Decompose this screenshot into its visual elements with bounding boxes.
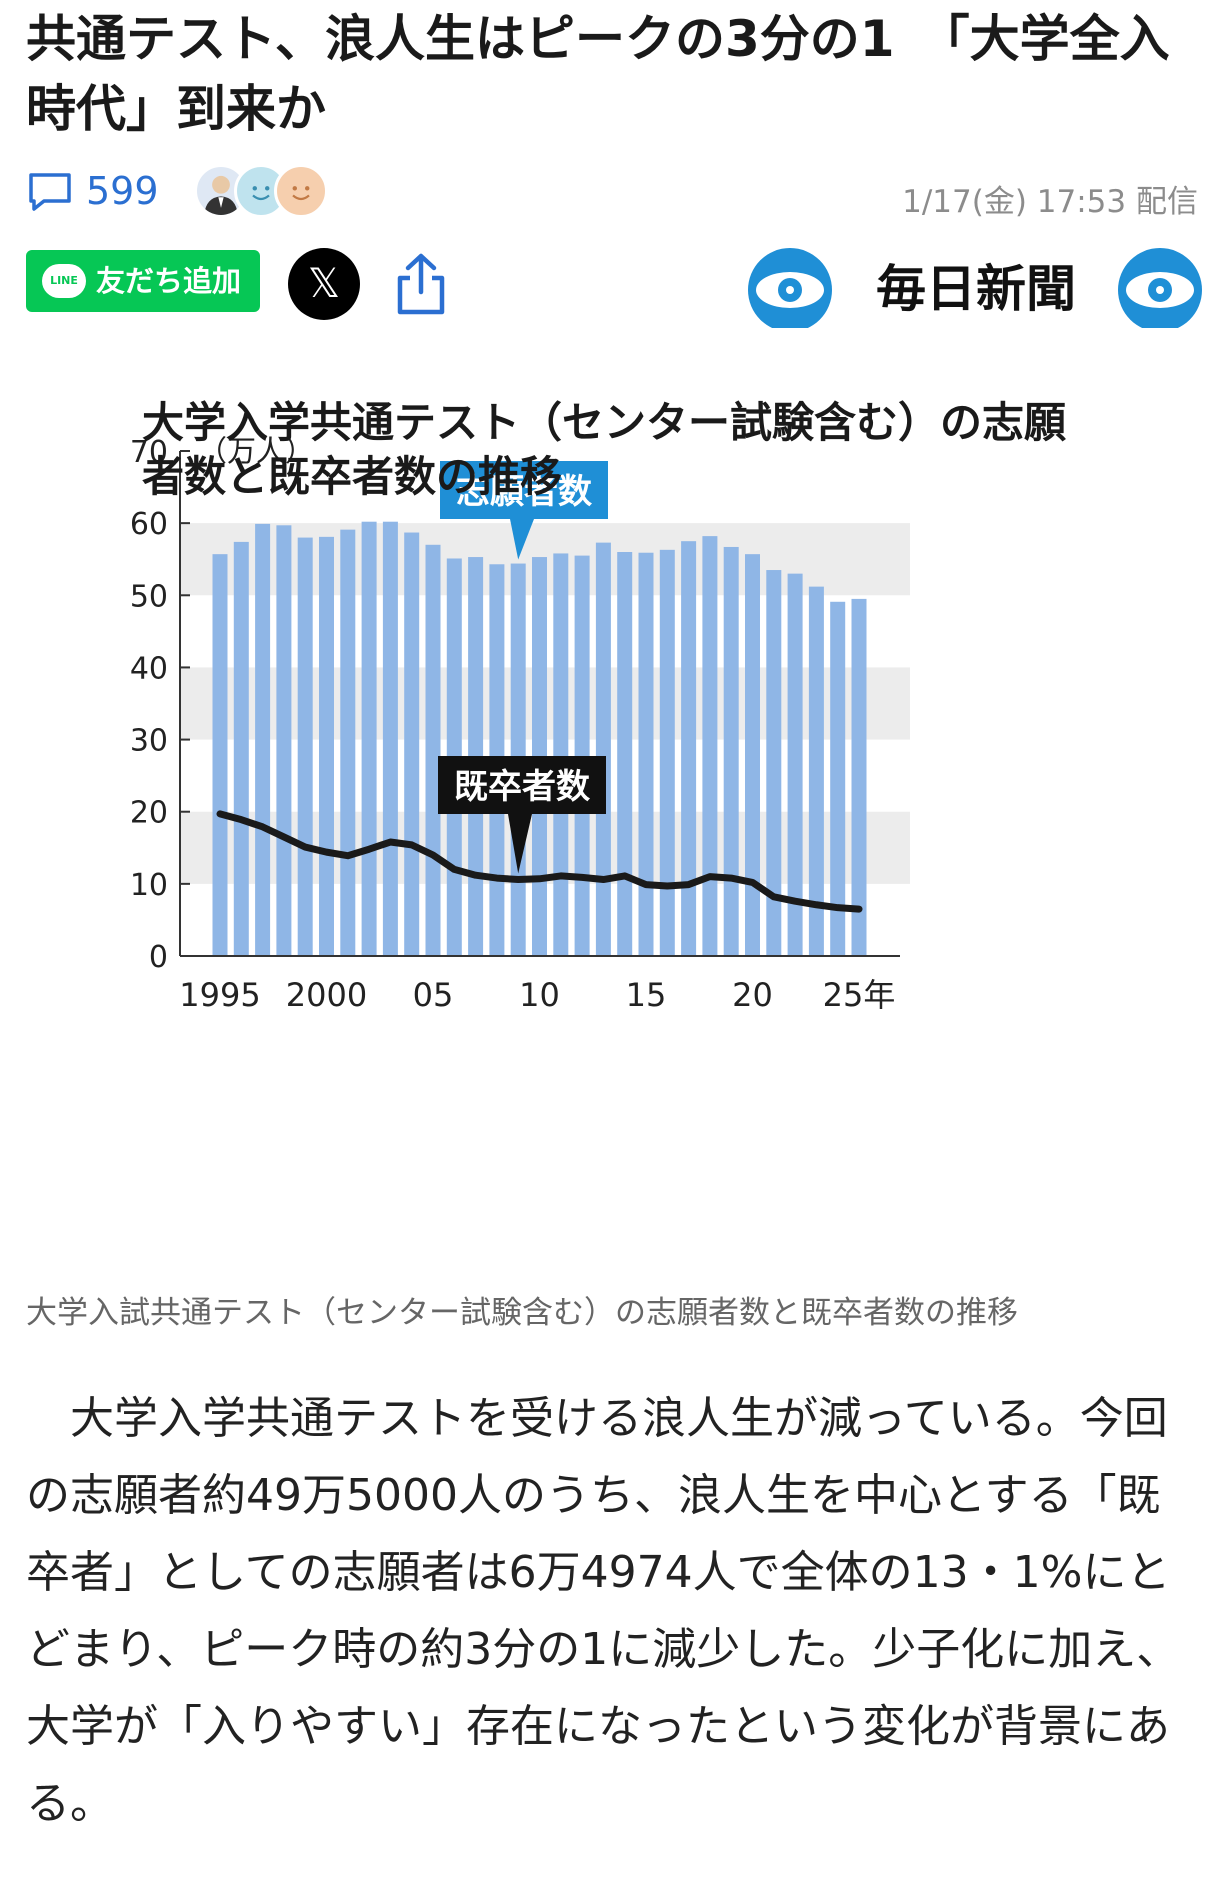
publisher-name: 毎日新聞	[876, 259, 1076, 318]
x-tick-label-2020: 20	[732, 976, 773, 1014]
bar-2004	[404, 532, 420, 956]
bar-2001	[340, 529, 356, 956]
x-share-button[interactable]: 𝕏	[288, 248, 360, 320]
bar-2015	[638, 552, 654, 956]
bar-2019	[723, 546, 739, 956]
bar-2018	[702, 536, 718, 956]
bar-2005	[425, 544, 441, 956]
bar-2013	[595, 542, 611, 956]
chart-title: 大学入学共通テスト（センター試験含む）の志願者数と既卒者数の推移	[142, 398, 1067, 501]
bar-2012	[574, 555, 590, 956]
x-tick-label-2015: 15	[626, 976, 667, 1014]
bar-2020	[745, 554, 760, 956]
mainichi-logo: 毎日新聞	[748, 248, 1202, 328]
y-tick-label: 70	[130, 435, 168, 470]
y-tick-label: 0	[149, 940, 168, 975]
mainichi-emblem-right	[1118, 248, 1202, 328]
y-tick-label: 60	[130, 507, 168, 542]
y-tick-label: 40	[130, 651, 168, 686]
bar-1995	[212, 554, 228, 956]
bar-2002	[361, 521, 377, 956]
applicants-chart: 0 10 20 30 40 50 60 70 （万人） 1995 2000 05 10 15 20 25年 志願…	[130, 434, 910, 1014]
bar-1998	[276, 525, 292, 956]
x-tick-label-1995: 1995	[179, 976, 260, 1014]
comment-count[interactable]: 599	[86, 169, 159, 213]
bar-2011	[553, 553, 569, 956]
line-icon: LINE	[42, 264, 86, 298]
article-body: 大学入学共通テストを受ける浪人生が減っている。今回の志願者約49万5000人のう…	[26, 1393, 1181, 1829]
bar-2022	[787, 573, 803, 956]
callout-graduates-label: 既卒者数	[454, 767, 590, 807]
callout-applicants-box	[440, 461, 608, 519]
article-meta: 599 1/17(金) 17:53 配信	[28, 162, 1208, 222]
article-headline: 共通テスト、浪人生はピークの3分の1 「大学全入時代」到来か	[26, 10, 1170, 138]
chart-figure[interactable]: 0 10 20 30 40 50 60 70 （万人） 1995 2000 05 10 15 20 25年 志願…	[100, 356, 1130, 1256]
callout-applicants-label: 志願者数	[456, 472, 592, 512]
y-tick-label: 20	[130, 796, 168, 831]
bar-2003	[382, 521, 398, 956]
share-bar: LINE 友だち追加 𝕏 毎日新聞	[26, 248, 1206, 328]
y-tick-label: 30	[130, 724, 168, 759]
share-icon[interactable]	[394, 252, 448, 316]
bar-2023	[808, 586, 824, 956]
publish-date: 1/17(金) 17:53 配信	[902, 184, 1198, 220]
bar-2000	[319, 536, 334, 956]
bar-2017	[681, 541, 697, 956]
y-unit-label: （万人）	[198, 434, 314, 468]
bar-1997	[255, 523, 271, 956]
bar-2014	[617, 552, 633, 956]
comment-icon[interactable]	[28, 172, 72, 212]
callout-graduates-box	[438, 756, 606, 814]
line-add-friend-button[interactable]: LINE 友だち追加	[26, 250, 260, 312]
x-tick-label-2000: 2000	[286, 976, 367, 1014]
bar-1999	[297, 537, 313, 956]
bar-2025	[851, 598, 867, 956]
y-tick-label: 10	[130, 868, 168, 903]
bar-2021	[766, 570, 782, 956]
line-add-friend-label: 友だち追加	[96, 264, 242, 298]
bar-1996	[233, 541, 249, 956]
bar-2024	[830, 601, 846, 956]
x-tick-label-2005: 05	[413, 976, 454, 1014]
avatar-smile-orange-icon	[274, 164, 328, 218]
x-tick-label-2010: 10	[519, 976, 560, 1014]
figure-caption: 大学入試共通テスト（センター試験含む）の志願者数と既卒者数の推移	[26, 1295, 1018, 1331]
commenter-avatars	[194, 164, 334, 220]
bar-2016	[659, 549, 675, 956]
callout-applicants-pointer	[510, 519, 534, 560]
x-tick-label-2025: 25年	[823, 976, 896, 1014]
callout-graduates-pointer	[508, 814, 532, 874]
mainichi-emblem-left	[748, 248, 832, 328]
y-tick-label: 50	[130, 579, 168, 614]
